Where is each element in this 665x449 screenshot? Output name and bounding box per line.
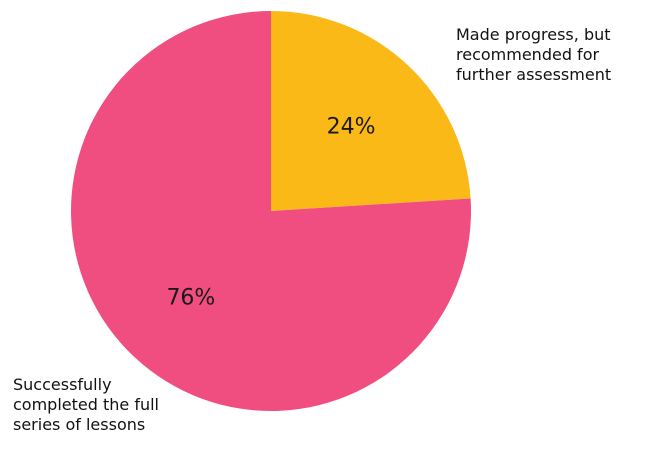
callout-completed: Successfully completed the full series o… — [13, 375, 164, 434]
callout-progress-line-1: Made progress, but — [456, 25, 611, 44]
slice-value-label-completed: 76% — [166, 285, 215, 310]
callout-completed-line-2: completed the full — [13, 395, 159, 414]
callout-progress-line-2: recommended for — [456, 45, 599, 64]
pie-slice-completed — [70, 11, 472, 412]
callout-progress-line-3: further assessment — [456, 65, 611, 84]
callout-completed-line-1: Successfully — [13, 375, 112, 394]
callout-progress: Made progress, but recommended for furth… — [456, 25, 616, 84]
callout-completed-line-3: series of lessons — [13, 415, 145, 434]
pie-slices — [70, 11, 472, 412]
pie-slice-progress — [271, 11, 471, 211]
slice-value-label-progress: 24% — [327, 115, 376, 140]
